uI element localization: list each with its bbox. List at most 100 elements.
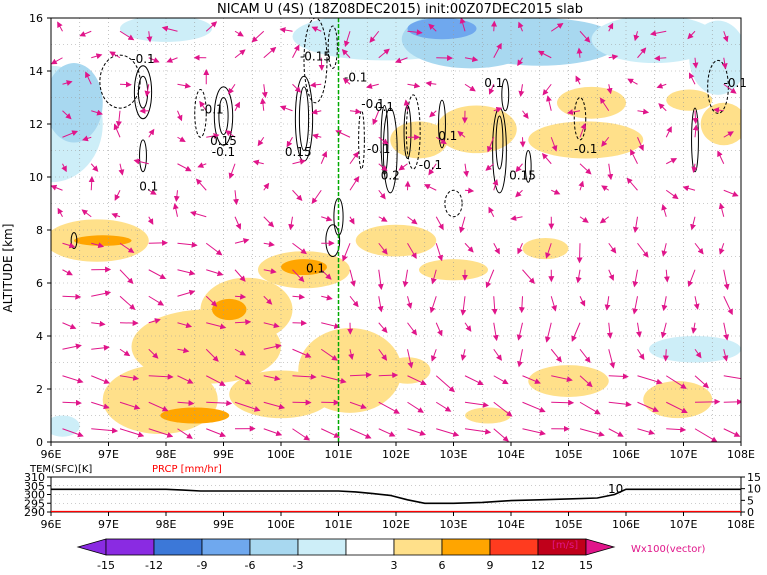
wind-vector — [537, 50, 552, 59]
wind-vector — [656, 82, 667, 89]
wind-vector — [692, 110, 699, 125]
wind-vector — [691, 163, 698, 173]
wind-vector — [663, 269, 670, 283]
wind-vector — [459, 216, 466, 234]
wind-vector — [321, 294, 333, 301]
contour-label: -0.1 — [724, 76, 747, 90]
wind-vector — [518, 84, 525, 97]
wind-vector — [292, 189, 303, 202]
contour-label: 0.1 — [139, 179, 158, 193]
wind-vector — [369, 30, 380, 43]
contour-loop — [405, 94, 421, 170]
wind-vector — [487, 137, 495, 153]
wind-vector — [234, 49, 246, 59]
surface-left-tick-label: 295 — [24, 497, 45, 510]
wind-vector — [148, 295, 165, 306]
wind-vector — [263, 216, 275, 228]
wind-vector — [206, 322, 227, 330]
surface-left-tick-label: 290 — [24, 506, 45, 519]
wind-vector — [146, 31, 153, 43]
x-tick-label: 103E — [440, 448, 468, 461]
wind-vector — [435, 375, 455, 393]
wind-vector — [637, 47, 647, 59]
wind-vector — [342, 77, 351, 85]
wind-vector — [406, 296, 413, 310]
wind-vector — [630, 149, 638, 164]
wind-vector — [575, 269, 582, 284]
wind-vector — [394, 57, 408, 64]
x-tick-label: 101E — [325, 448, 353, 461]
x-tick-label: 96E — [41, 448, 62, 461]
wind-vector — [81, 209, 92, 218]
wind-vector — [607, 22, 614, 32]
wind-vector — [378, 189, 386, 200]
y-tick-label: 8 — [36, 224, 43, 237]
wind-vector — [311, 189, 322, 205]
wind-vector — [206, 400, 233, 407]
wind-vector — [692, 124, 699, 138]
surface-left-tick-label: 305 — [24, 480, 45, 493]
contour-loop — [495, 115, 504, 170]
wind-vector — [661, 243, 668, 257]
wind-vector — [57, 21, 63, 32]
wind-vector — [601, 185, 610, 192]
y-axis-label: ALTITUDE [km] — [1, 224, 15, 313]
wind-vector — [464, 56, 479, 63]
wind-vector — [378, 48, 390, 59]
contour-loop — [382, 107, 398, 194]
wind-vector — [378, 216, 388, 222]
colorbar-box — [153, 538, 203, 556]
wind-vector — [205, 21, 218, 32]
wind-vector — [177, 322, 193, 329]
surface-x-tick-label: 105E — [555, 518, 583, 531]
y-tick-label: 0 — [36, 436, 43, 449]
wind-vector — [637, 108, 650, 115]
wind-vector — [234, 293, 247, 300]
wind-vector — [378, 322, 388, 334]
wind-vector — [608, 349, 616, 369]
contour-loop — [213, 86, 234, 146]
main-panel: -0.1-0.10.15-0.1-0.15-0.10.15 -0.10.10.2-… — [1, 12, 755, 461]
wind-vector — [119, 30, 135, 41]
x-tick-label: 102E — [382, 448, 410, 461]
wind-vector — [113, 123, 121, 138]
wind-vector — [694, 398, 721, 405]
contour-loop — [358, 110, 365, 170]
wind-vector — [62, 269, 73, 276]
wind-vector — [292, 44, 300, 58]
wind-vector — [292, 269, 305, 283]
colorbar-tick-label: 12 — [531, 559, 545, 572]
shade-region — [355, 224, 437, 257]
wind-vector — [579, 296, 586, 307]
wind-vector — [723, 189, 739, 197]
wind-vector — [493, 348, 502, 361]
wind-vector — [148, 189, 157, 195]
color-bar: -15 -12 -9 -6 -3 3 6 9 12 15 — [76, 538, 616, 572]
wind-vector — [579, 375, 593, 388]
wind-vector — [546, 95, 552, 111]
wind-vector — [551, 189, 561, 195]
y-tick-label: 12 — [29, 118, 43, 131]
surface-x-tick-label: 99E — [213, 518, 234, 531]
wind-vector — [566, 109, 581, 116]
wind-vector — [263, 241, 275, 248]
wind-vector — [234, 348, 247, 356]
wind-vector — [544, 322, 552, 343]
wind-vector — [541, 152, 552, 165]
wind-vector — [516, 322, 523, 341]
wind-vector — [234, 269, 246, 282]
surface-annotation: 10 — [608, 482, 623, 496]
wind-vector — [460, 296, 467, 316]
wind-vector — [632, 296, 639, 315]
colorbar-box — [393, 538, 443, 556]
shade-region — [407, 18, 477, 40]
wind-vector — [518, 21, 524, 32]
wind-vector — [177, 289, 196, 297]
wind-vector — [632, 269, 639, 288]
shade-region — [666, 89, 713, 111]
wind-vector — [515, 163, 523, 173]
wind-vector — [608, 54, 619, 61]
wind-vector — [62, 130, 79, 138]
x-tick-label: 105E — [555, 448, 583, 461]
